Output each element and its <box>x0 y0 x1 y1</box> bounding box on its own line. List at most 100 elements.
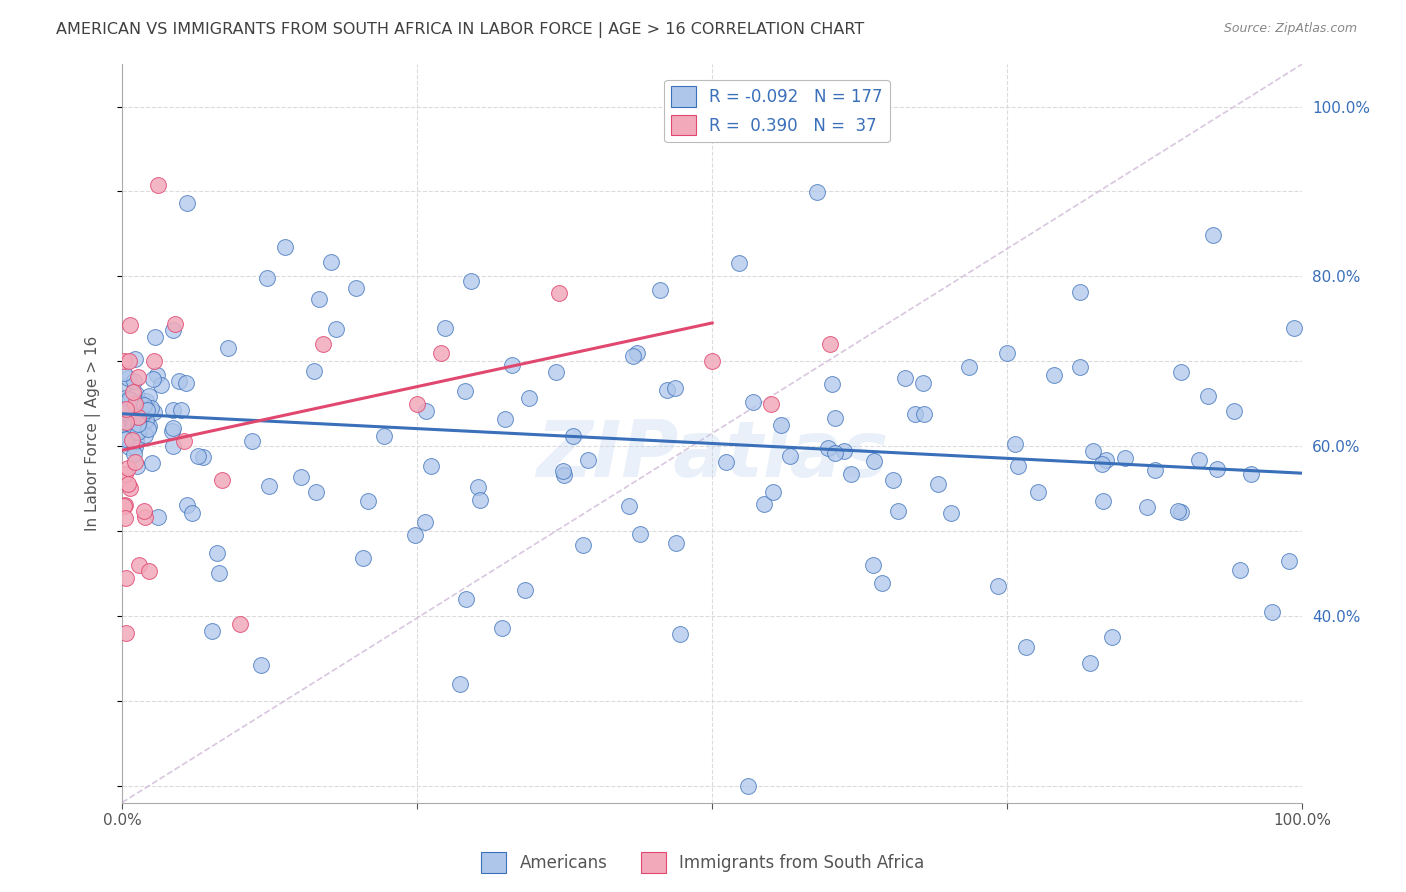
Point <box>125 434 148 448</box>
Point <box>149 378 172 392</box>
Point <box>995 345 1018 359</box>
Point <box>173 434 195 448</box>
Point <box>904 407 927 421</box>
Point <box>122 400 145 414</box>
Point <box>143 330 166 344</box>
Point <box>754 497 776 511</box>
Point <box>1015 640 1038 654</box>
Point <box>114 391 136 405</box>
Point <box>114 416 136 430</box>
Point <box>112 432 135 446</box>
Point <box>562 428 585 442</box>
Point <box>572 538 595 552</box>
Point <box>115 399 138 413</box>
Point <box>115 625 138 640</box>
Point <box>124 440 146 454</box>
Point <box>839 467 862 482</box>
Point <box>821 377 844 392</box>
Point <box>138 564 160 578</box>
Point <box>162 439 184 453</box>
Point <box>413 515 436 529</box>
Point <box>134 510 156 524</box>
Point <box>467 480 489 494</box>
Point <box>120 411 142 425</box>
Point <box>912 376 935 390</box>
Point <box>714 455 737 469</box>
Point <box>1260 605 1282 619</box>
Point <box>1229 563 1251 577</box>
Point <box>832 444 855 458</box>
Point <box>628 527 651 541</box>
Point <box>128 558 150 572</box>
Point <box>114 511 136 525</box>
Point <box>1197 389 1219 403</box>
Point <box>135 393 157 408</box>
Point <box>112 407 135 421</box>
Point <box>1091 457 1114 471</box>
Point <box>1069 285 1091 299</box>
Point <box>176 195 198 210</box>
Point <box>818 337 841 351</box>
Point <box>1239 467 1261 482</box>
Point <box>240 434 263 449</box>
Point <box>162 424 184 438</box>
Point <box>127 409 149 424</box>
Point <box>553 467 575 482</box>
Point <box>127 370 149 384</box>
Point <box>274 239 297 253</box>
Point <box>941 506 963 520</box>
Point <box>193 450 215 464</box>
Point <box>170 403 193 417</box>
Point <box>162 421 184 435</box>
Point <box>862 558 884 573</box>
Point <box>125 458 148 473</box>
Point <box>352 551 374 566</box>
Point <box>619 499 641 513</box>
Point <box>576 453 599 467</box>
Point <box>621 349 644 363</box>
Point <box>302 364 325 378</box>
Point <box>862 454 884 468</box>
Point <box>759 396 782 410</box>
Point <box>547 286 569 301</box>
Point <box>1007 458 1029 473</box>
Point <box>501 359 523 373</box>
Point <box>259 479 281 493</box>
Point <box>415 404 437 418</box>
Point <box>762 485 785 500</box>
Point <box>912 407 935 421</box>
Point <box>669 627 692 641</box>
Point <box>1081 443 1104 458</box>
Point <box>456 591 478 606</box>
Point <box>114 571 136 585</box>
Point <box>249 657 271 672</box>
Point <box>118 440 141 454</box>
Point <box>162 403 184 417</box>
Point <box>650 283 672 297</box>
Point <box>162 323 184 337</box>
Point <box>125 425 148 439</box>
Point <box>131 408 153 422</box>
Point <box>141 456 163 470</box>
Point <box>987 579 1010 593</box>
Point <box>122 374 145 388</box>
Point <box>142 372 165 386</box>
Point <box>127 425 149 439</box>
Point <box>139 401 162 416</box>
Point <box>114 467 136 481</box>
Point <box>117 460 139 475</box>
Point <box>138 418 160 433</box>
Point <box>117 477 139 491</box>
Point <box>344 281 367 295</box>
Point <box>121 434 143 448</box>
Point <box>419 458 441 473</box>
Text: Source: ZipAtlas.com: Source: ZipAtlas.com <box>1223 22 1357 36</box>
Point <box>779 449 801 463</box>
Point <box>312 337 335 351</box>
Point <box>404 528 426 542</box>
Point <box>927 476 949 491</box>
Point <box>112 405 135 419</box>
Point <box>146 510 169 524</box>
Point <box>1188 453 1211 467</box>
Point <box>1136 500 1159 514</box>
